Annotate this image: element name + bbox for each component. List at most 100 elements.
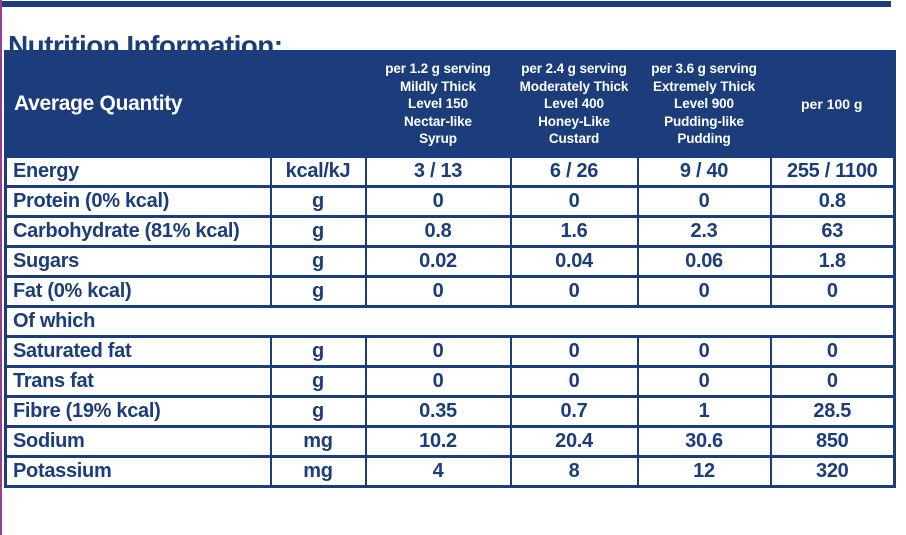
- table-header: Average Quantity per 1.2 g serving Mildly…: [5, 51, 895, 157]
- row-value: 4: [364, 455, 512, 488]
- table-row: Sodium mg 10.2 20.4 30.6 850: [4, 425, 896, 458]
- row-value: 0.8: [364, 215, 512, 248]
- serving-header-line: Nectar-like: [404, 113, 472, 129]
- row-value: 6 / 26: [509, 155, 639, 188]
- row-value: 8: [509, 455, 639, 488]
- row-label: Fibre (19% kcal): [4, 395, 272, 428]
- row-unit: mg: [269, 425, 367, 458]
- nutrition-table: Average Quantity per 1.2 g serving Mildly…: [4, 50, 896, 488]
- left-accent-line: [0, 0, 2, 535]
- row-label: Potassium: [4, 455, 272, 488]
- row-value: 0.06: [636, 245, 772, 278]
- row-value: 0: [364, 185, 512, 218]
- row-value: 0: [509, 185, 639, 218]
- section-row: Of which: [4, 305, 896, 338]
- row-label: Fat (0% kcal): [4, 275, 272, 308]
- row-label: Sodium: [4, 425, 272, 458]
- table-row: Energy kcal/kJ 3 / 13 6 / 26 9 / 40 255 / 110…: [4, 155, 896, 188]
- row-value: 2.3: [636, 215, 772, 248]
- serving-header-line: Extremely Thick: [652, 78, 756, 94]
- row-value: 0: [509, 335, 639, 368]
- row-value: 9 / 40: [636, 155, 772, 188]
- serving-header-line: Pudding-like: [664, 113, 744, 129]
- row-value: 3 / 13: [364, 155, 512, 188]
- row-value: 0: [636, 365, 772, 398]
- row-value: 0.02: [364, 245, 512, 278]
- serving-header-line: Honey-Like: [538, 113, 610, 129]
- row-value: 20.4: [509, 425, 639, 458]
- row-value: 320: [769, 455, 896, 488]
- header-serving-col-extremely-thick: per 3.6 g serving Extremely Thick Level 90…: [637, 51, 771, 157]
- serving-header-line: Custard: [548, 131, 600, 146]
- table-row: Sugars g 0.02 0.04 0.06 1.8: [4, 245, 896, 278]
- table-row: Saturated fat g 0 0 0 0: [4, 335, 896, 368]
- serving-header-line: per 1.2 g serving: [385, 61, 491, 76]
- row-value: 1.8: [769, 245, 896, 278]
- row-value: 0: [364, 275, 512, 308]
- row-value: 0.8: [769, 185, 896, 218]
- row-label: Trans fat: [4, 365, 272, 398]
- table-row: Fibre (19% kcal) g 0.35 0.7 1 28.5: [4, 395, 896, 428]
- row-value: 1: [636, 395, 772, 428]
- serving-header-line: per 2.4 g serving: [521, 61, 627, 76]
- row-unit: mg: [269, 455, 367, 488]
- row-unit: g: [269, 215, 367, 248]
- table-header-row: Average Quantity per 1.2 g serving Mildly…: [5, 51, 895, 157]
- row-unit: g: [269, 395, 367, 428]
- row-value: 0: [769, 335, 896, 368]
- serving-header-line: Pudding: [677, 131, 731, 146]
- serving-header-line: Syrup: [419, 131, 457, 146]
- header-average-quantity: Average Quantity: [5, 51, 271, 157]
- row-value: 0.7: [509, 395, 639, 428]
- row-value: 0: [636, 185, 772, 218]
- row-value: 0.35: [364, 395, 512, 428]
- row-value: 0: [636, 275, 772, 308]
- row-value: 0: [509, 275, 639, 308]
- table-row: Trans fat g 0 0 0 0: [4, 365, 896, 398]
- table-row: Potassium mg 4 8 12 320: [4, 455, 896, 488]
- row-value: 0: [769, 365, 896, 398]
- row-value: 12: [636, 455, 772, 488]
- table-row: Fat (0% kcal) g 0 0 0 0: [4, 275, 896, 308]
- row-value: 0: [636, 335, 772, 368]
- header-serving-col-mildly-thick: per 1.2 g serving Mildly Thick Level 150 Ne…: [365, 51, 511, 157]
- row-unit: g: [269, 185, 367, 218]
- row-value: 850: [769, 425, 896, 458]
- row-unit: g: [269, 335, 367, 368]
- row-value: 0: [364, 335, 512, 368]
- row-label: Energy: [4, 155, 272, 188]
- serving-header-line: Moderately Thick: [519, 78, 629, 94]
- table-row: Carbohydrate (81% kcal) g 0.8 1.6 2.3 63: [4, 215, 896, 248]
- serving-header-line: Level 900: [674, 96, 734, 111]
- row-value: 255 / 1100: [769, 155, 896, 188]
- row-label: Protein (0% kcal): [4, 185, 272, 218]
- row-value: 0: [364, 365, 512, 398]
- table-body: Energy kcal/kJ 3 / 13 6 / 26 9 / 40 255 / 110…: [4, 155, 896, 488]
- row-value: 0: [509, 365, 639, 398]
- row-unit: g: [269, 365, 367, 398]
- row-label: Sugars: [4, 245, 272, 278]
- header-unit-spacer: [270, 51, 366, 157]
- header-per-100g: per 100 g: [770, 51, 895, 157]
- section-label: Of which: [4, 305, 896, 338]
- row-value: 10.2: [364, 425, 512, 458]
- table-row: Protein (0% kcal) g 0 0 0 0.8: [4, 185, 896, 218]
- row-unit: kcal/kJ: [269, 155, 367, 188]
- serving-header-line: Level 150: [408, 96, 468, 111]
- row-unit: g: [269, 275, 367, 308]
- serving-header-line: Level 400: [544, 96, 604, 111]
- row-value: 0.04: [509, 245, 639, 278]
- top-rule: [2, 1, 891, 7]
- row-value: 30.6: [636, 425, 772, 458]
- serving-header-line: per 3.6 g serving: [651, 61, 757, 76]
- row-label: Saturated fat: [4, 335, 272, 368]
- row-label: Carbohydrate (81% kcal): [4, 215, 272, 248]
- row-value: 28.5: [769, 395, 896, 428]
- header-serving-col-moderately-thick: per 2.4 g serving Moderately Thick Level 4…: [510, 51, 638, 157]
- row-value: 1.6: [509, 215, 639, 248]
- row-value: 63: [769, 215, 896, 248]
- row-value: 0: [769, 275, 896, 308]
- serving-header-line: Mildly Thick: [399, 78, 477, 94]
- row-unit: g: [269, 245, 367, 278]
